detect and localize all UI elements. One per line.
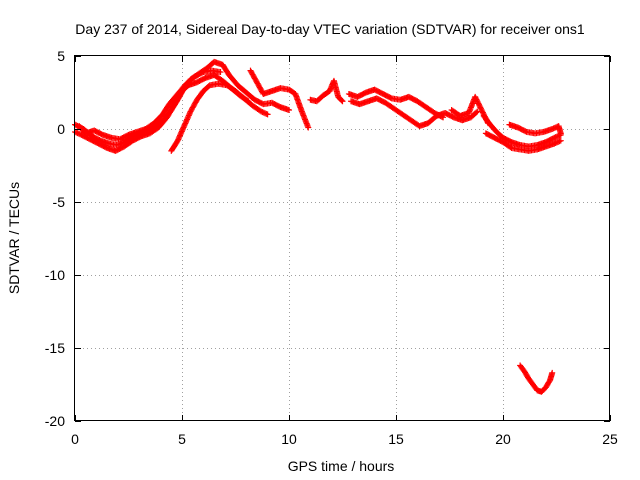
plot-border (74, 55, 610, 421)
plus-marker (474, 99, 481, 106)
y-tick-label: 0 (57, 121, 65, 137)
y-tick-label: -5 (53, 194, 66, 210)
plus-marker (557, 130, 564, 137)
x-axis-label: GPS time / hours (288, 458, 395, 474)
chart-title: Day 237 of 2014, Sidereal Day-to-day VTE… (75, 21, 585, 37)
series-arc-10 (480, 112, 564, 150)
plus-marker (476, 103, 483, 110)
plus-marker (507, 144, 514, 151)
series-arc-8 (348, 95, 481, 130)
data-points (72, 58, 564, 395)
y-tick-label: -20 (45, 413, 65, 429)
y-ticks: -20 -15 -10 -5 0 5 (45, 48, 610, 429)
x-tick-label: 25 (602, 431, 618, 447)
x-tick-label: 5 (178, 431, 186, 447)
y-tick-label: -15 (45, 340, 65, 356)
y-gridlines (75, 129, 610, 349)
plus-marker (472, 95, 479, 102)
x-ticks: 0 5 10 15 20 25 (71, 56, 618, 447)
plus-marker (473, 96, 480, 103)
series-arc-7 (345, 86, 447, 121)
plus-marker (199, 69, 206, 76)
plus-marker (479, 108, 486, 115)
plus-marker (522, 128, 529, 135)
plus-marker (478, 107, 485, 114)
plus-marker (264, 111, 271, 118)
series-arc-11 (482, 130, 564, 154)
series-arc-4 (168, 80, 271, 154)
y-axis-label: SDTVAR / TECUs (6, 182, 22, 294)
x-tick-label: 20 (495, 431, 511, 447)
plus-marker (286, 107, 292, 114)
plus-marker (474, 97, 481, 104)
plus-marker (472, 93, 479, 100)
x-tick-label: 15 (388, 431, 404, 447)
plus-marker (476, 101, 483, 108)
plus-marker (557, 137, 564, 144)
y-tick-label: -10 (45, 267, 65, 283)
plus-marker (338, 97, 345, 104)
plus-marker (475, 100, 482, 107)
series-arc-5 (247, 67, 312, 131)
series-arc-12 (506, 121, 564, 137)
y-tick-label: 5 (57, 48, 65, 64)
x-tick-label: 10 (281, 431, 297, 447)
plus-marker (473, 109, 480, 116)
x-gridlines (182, 56, 504, 421)
plus-marker (477, 104, 484, 111)
plus-marker (479, 109, 486, 116)
plus-marker (549, 369, 556, 376)
series-arc-9 (448, 93, 492, 127)
series-arc-6 (307, 77, 346, 105)
plus-marker (217, 69, 224, 76)
plus-marker (477, 105, 484, 112)
series-arc-13 (517, 362, 556, 395)
x-tick-label: 0 (71, 431, 79, 447)
plus-marker (339, 98, 346, 105)
plus-marker (305, 124, 312, 131)
plus-marker (387, 94, 394, 101)
series-arc-3 (76, 67, 224, 143)
